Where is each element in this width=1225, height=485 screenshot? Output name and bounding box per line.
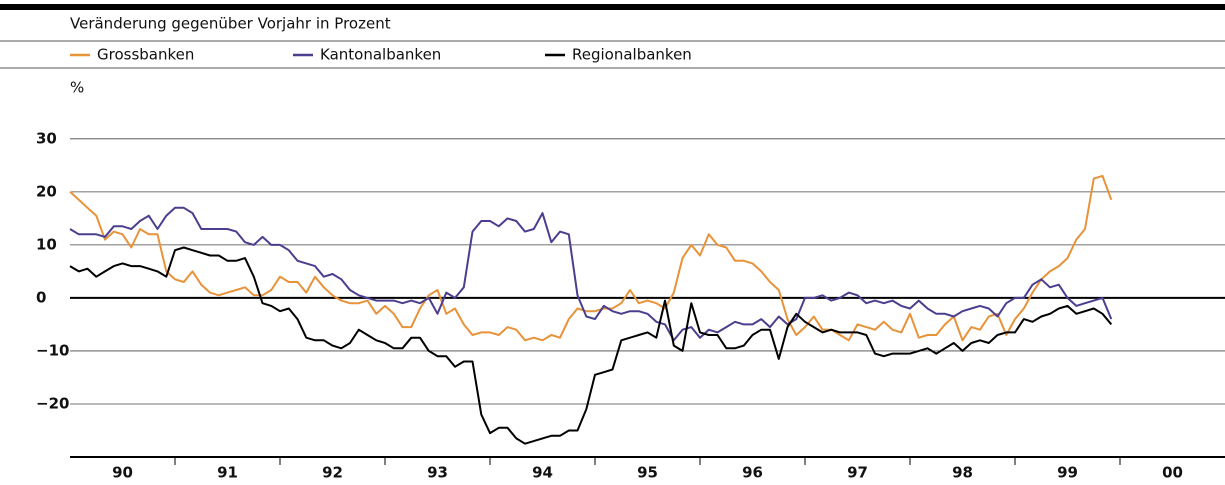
legend-label: Kantonalbanken: [320, 46, 441, 64]
series-line: [69, 174, 1113, 342]
x-tick-label: 00: [1162, 464, 1183, 482]
x-tick-label: 98: [952, 464, 973, 482]
series-line: [69, 246, 1113, 445]
y-tick-label: 20: [36, 182, 57, 200]
x-tick-label: 97: [847, 464, 868, 482]
x-tick-label: 94: [532, 464, 553, 482]
x-tick-label: 95: [637, 464, 658, 482]
y-tick-label: 30: [36, 129, 57, 147]
y-tick-label: 0: [36, 288, 46, 306]
y-tick-label: 10: [36, 235, 57, 253]
x-tick-label: 92: [322, 464, 343, 482]
series-line: [69, 206, 1113, 342]
y-tick-label: −20: [36, 394, 69, 412]
top-rule: [0, 4, 1225, 10]
x-tick-label: 91: [217, 464, 238, 482]
y-unit: %: [70, 79, 84, 97]
y-tick-label: −10: [36, 341, 69, 359]
legend-label: Grossbanken: [97, 46, 194, 64]
x-tick-label: 93: [427, 464, 448, 482]
legend-label: Regionalbanken: [572, 46, 692, 64]
chart-subtitle: Veränderung gegenüber Vorjahr in Prozent: [70, 15, 391, 33]
x-tick-label: 96: [742, 464, 763, 482]
x-tick-label: 90: [112, 464, 133, 482]
x-tick-label: 99: [1057, 464, 1078, 482]
